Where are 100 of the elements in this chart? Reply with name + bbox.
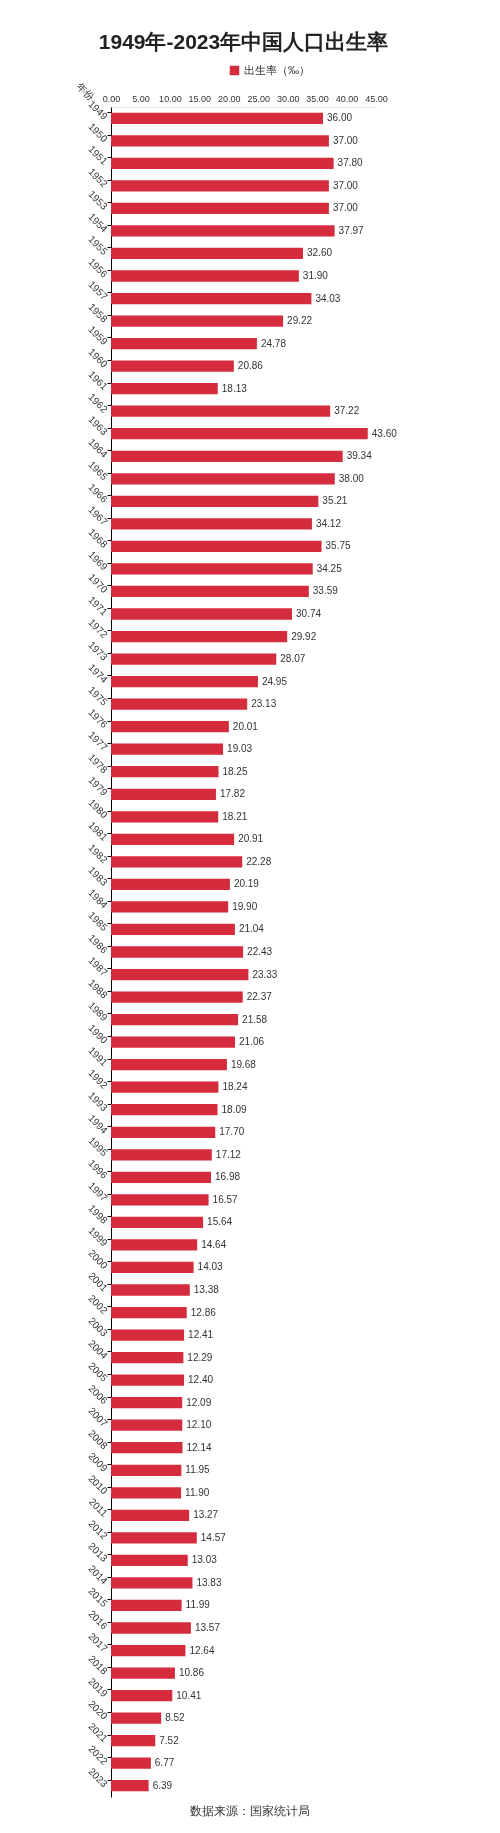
bar bbox=[111, 270, 299, 282]
data-label: 17.82 bbox=[219, 788, 246, 800]
data-label: 37.22 bbox=[334, 405, 360, 417]
bar bbox=[111, 630, 288, 643]
data-label: 24.78 bbox=[260, 337, 287, 349]
data-label: 12.14 bbox=[186, 1441, 212, 1453]
bar bbox=[111, 1442, 183, 1454]
bar bbox=[111, 202, 329, 215]
bar bbox=[111, 563, 313, 575]
bar bbox=[111, 991, 243, 1003]
data-label: 24.95 bbox=[261, 675, 288, 687]
data-label: 13.83 bbox=[196, 1576, 222, 1588]
bar bbox=[111, 1261, 194, 1274]
bar bbox=[111, 225, 335, 237]
bar bbox=[111, 1374, 185, 1386]
bar bbox=[111, 292, 312, 305]
data-label: 18.13 bbox=[221, 382, 248, 394]
x-tick-label: 45.00 bbox=[365, 93, 388, 104]
bar bbox=[111, 1036, 236, 1048]
data-label: 21.06 bbox=[239, 1036, 265, 1048]
data-label: 33.59 bbox=[312, 585, 339, 597]
data-label: 11.99 bbox=[185, 1599, 211, 1611]
legend-label: 出生率（‰） bbox=[244, 63, 310, 76]
bar bbox=[111, 1216, 204, 1229]
data-label: 20.91 bbox=[238, 833, 264, 845]
bar bbox=[111, 315, 284, 327]
data-label: 15.64 bbox=[207, 1216, 233, 1228]
data-label: 21.04 bbox=[238, 923, 265, 935]
data-label: 37.97 bbox=[338, 224, 365, 236]
data-label: 23.33 bbox=[252, 968, 278, 980]
data-label: 22.43 bbox=[247, 946, 273, 957]
bar bbox=[111, 1532, 197, 1544]
data-label: 13.38 bbox=[193, 1284, 220, 1295]
data-label: 11.90 bbox=[185, 1486, 210, 1498]
bar bbox=[111, 1104, 218, 1116]
x-tick-label: 25.00 bbox=[247, 93, 270, 104]
y-tick-label: 1997 bbox=[86, 1179, 111, 1204]
bar bbox=[111, 450, 343, 462]
data-label: 35.21 bbox=[322, 495, 348, 507]
data-label: 30.74 bbox=[296, 608, 322, 619]
bar bbox=[111, 1689, 173, 1702]
data-label: 22.28 bbox=[246, 855, 272, 867]
bar bbox=[111, 157, 334, 169]
bar bbox=[111, 1757, 151, 1769]
bar bbox=[111, 405, 331, 417]
bar bbox=[111, 856, 243, 868]
data-label: 38.00 bbox=[338, 472, 365, 484]
x-tick-label: 40.00 bbox=[335, 93, 359, 104]
bar bbox=[111, 946, 244, 958]
data-label: 37.80 bbox=[337, 157, 364, 169]
bar bbox=[111, 473, 335, 485]
data-label: 11.95 bbox=[185, 1464, 211, 1476]
data-label: 12.86 bbox=[190, 1306, 217, 1318]
bar bbox=[111, 1554, 188, 1567]
data-label: 12.29 bbox=[187, 1351, 213, 1363]
bar bbox=[111, 585, 309, 598]
bar bbox=[111, 337, 257, 350]
bar bbox=[111, 1667, 175, 1679]
bar bbox=[111, 1149, 212, 1161]
bar bbox=[111, 608, 293, 620]
bar bbox=[111, 1419, 183, 1431]
data-label: 12.40 bbox=[188, 1374, 214, 1386]
data-label: 12.41 bbox=[188, 1329, 214, 1341]
data-label: 18.09 bbox=[221, 1103, 247, 1115]
data-label: 20.86 bbox=[237, 360, 264, 372]
data-label: 13.27 bbox=[193, 1509, 219, 1521]
bar bbox=[111, 1509, 190, 1521]
bar bbox=[111, 698, 248, 710]
x-tick-label: 35.00 bbox=[306, 93, 329, 104]
bar bbox=[111, 1013, 239, 1026]
x-tick-label: 10.00 bbox=[159, 93, 182, 104]
bar bbox=[111, 1780, 149, 1792]
bar bbox=[111, 518, 312, 530]
bar bbox=[111, 766, 219, 778]
data-label: 13.03 bbox=[191, 1554, 218, 1566]
data-label: 37.00 bbox=[332, 134, 359, 146]
bar bbox=[111, 1644, 186, 1657]
bar bbox=[111, 1735, 156, 1747]
bar bbox=[111, 112, 323, 124]
x-tick-label: 0.00 bbox=[102, 93, 121, 104]
bar bbox=[111, 1622, 191, 1634]
bar bbox=[111, 1351, 184, 1364]
data-label: 7.52 bbox=[159, 1734, 180, 1746]
data-label: 32.60 bbox=[306, 247, 333, 259]
data-label: 8.52 bbox=[165, 1712, 186, 1724]
x-tick-label: 15.00 bbox=[188, 93, 212, 104]
x-tick-label: 30.00 bbox=[276, 93, 300, 104]
data-label: 22.37 bbox=[246, 991, 273, 1003]
bar bbox=[111, 811, 219, 823]
data-label: 14.57 bbox=[200, 1531, 227, 1543]
bar bbox=[111, 428, 368, 440]
data-label: 31.90 bbox=[302, 270, 329, 281]
data-label: 21.58 bbox=[242, 1013, 268, 1025]
data-label: 34.25 bbox=[316, 562, 343, 574]
bar bbox=[111, 743, 224, 755]
data-label: 17.70 bbox=[219, 1126, 245, 1138]
data-label: 35.75 bbox=[325, 540, 351, 552]
data-label: 18.21 bbox=[222, 810, 248, 822]
bar bbox=[111, 1126, 216, 1138]
y-tick-label: 1967 bbox=[86, 503, 111, 528]
